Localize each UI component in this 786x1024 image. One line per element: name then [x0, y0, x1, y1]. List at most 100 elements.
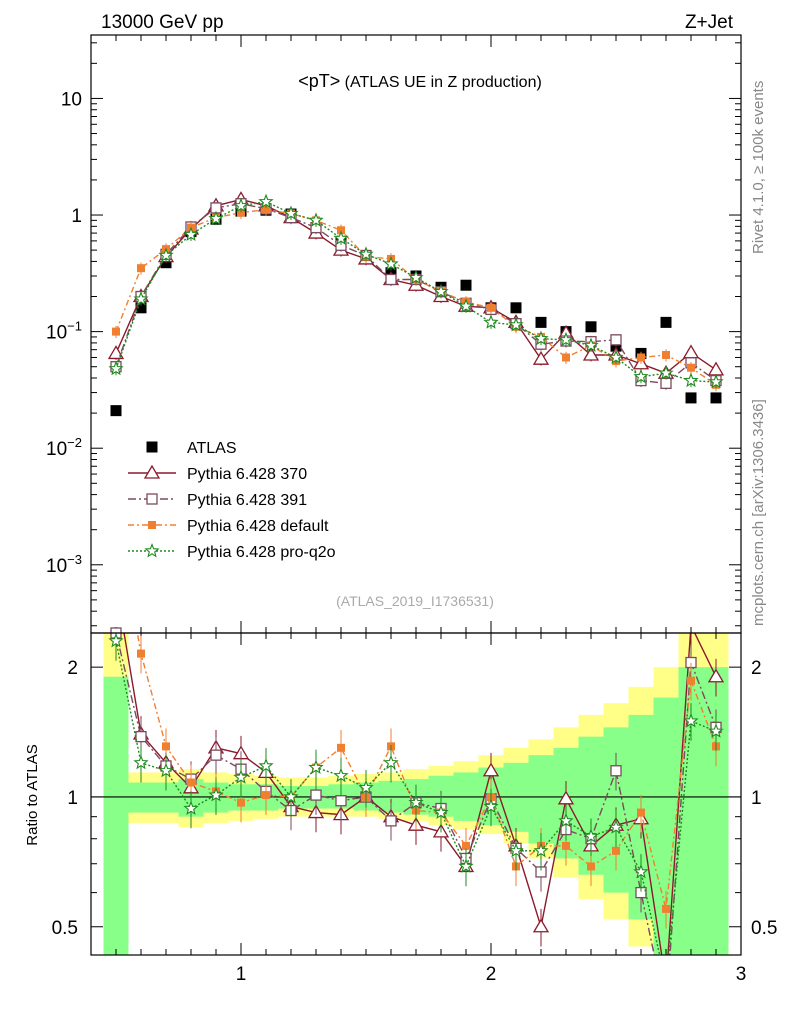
- pythia-6-428-pro-q2o-ratio-point: [583, 828, 599, 843]
- pythia-6-428-370-ratio-point: [482, 762, 500, 777]
- pythia-6-428-pro-q2o-ratio-point: [458, 858, 474, 873]
- atlas-point: [110, 405, 122, 417]
- pythia-6-428-pro-q2o-ratio-point: [333, 767, 349, 783]
- pythia-6-428-pro-q2o-ratio-point: [558, 812, 574, 828]
- pythia-6-428-391-ratio-point: [310, 789, 322, 801]
- legend-marker-pythia-6-428-391: [146, 493, 158, 505]
- pythia-6-428-pro-q2o-ratio-point: [208, 787, 224, 802]
- pythia-6-428-391-ratio-point: [135, 730, 147, 743]
- analysis-watermark: (ATLAS_2019_I1736531): [336, 593, 494, 609]
- pythia-6-428-default-point: [487, 303, 495, 312]
- pythia-6-428-default-point: [112, 327, 120, 336]
- plot-title-sub: (ATLAS UE in Z production): [340, 74, 542, 91]
- ratio-y-tick-label: 1: [67, 788, 78, 809]
- pythia-6-428-default-ratio-point: [237, 798, 245, 807]
- pythia-6-428-default-ratio-point: [562, 841, 570, 850]
- pythia-6-428-pro-q2o-point: [408, 269, 424, 285]
- pythia-6-428-default-point: [237, 208, 245, 217]
- legend-label-atlas: ATLAS: [187, 440, 237, 457]
- pythia-6-428-pro-q2o-point: [683, 372, 699, 388]
- pythia-6-428-pro-q2o-point: [383, 255, 399, 271]
- pythia-6-428-default-ratio-point: [262, 791, 270, 800]
- pythia-6-428-370-point: [532, 350, 550, 365]
- pythia-6-428-pro-q2o-ratio-point: [483, 798, 499, 813]
- pythia-6-428-pro-q2o-point: [483, 314, 499, 329]
- pythia-6-428-default-point: [337, 226, 345, 235]
- pythia-6-428-pro-q2o-point: [108, 360, 124, 376]
- pythia-6-428-391-ratio-point: [210, 749, 222, 761]
- pythia-6-428-pro-q2o-point: [308, 212, 324, 227]
- pythia-6-428-pro-q2o-ratio-point: [358, 779, 374, 795]
- pythia-6-428-pro-q2o-point: [633, 368, 649, 384]
- energy-label: 13000 GeV pp: [101, 12, 224, 33]
- pythia-6-428-pro-q2o-point: [158, 247, 174, 262]
- pythia-6-428-pro-q2o-ratio-point: [708, 723, 724, 738]
- atlas-point: [510, 302, 522, 314]
- main-y-tick-label: 10−1: [46, 319, 82, 344]
- pythia-6-428-370-point: [707, 361, 725, 376]
- pythia-6-428-pro-q2o-point: [708, 373, 724, 389]
- pythia-6-428-pro-q2o-point: [458, 298, 474, 313]
- pythia-6-428-370-point: [582, 346, 600, 361]
- pythia-6-428-pro-q2o-ratio-point: [308, 759, 324, 775]
- main-y-tick-label: 1: [71, 206, 82, 227]
- green-band-bin: [128, 782, 154, 813]
- process-label: Z+Jet: [685, 12, 734, 33]
- pythia-6-428-pro-q2o-point: [333, 230, 349, 245]
- pythia-6-428-pro-q2o-ratio-point: [183, 800, 199, 816]
- legend: ATLAS Pythia 6.428 370 Pythia 6.428 391 Pyt…: [128, 440, 336, 561]
- pythia-6-428-default-point: [562, 353, 570, 362]
- pythia-6-428-default-point: [137, 264, 145, 273]
- legend-label-pythia-6-428-370: Pythia 6.428 370: [187, 466, 307, 483]
- pythia-6-428-pro-q2o-point: [508, 316, 524, 332]
- atlas-point: [660, 316, 672, 328]
- pythia-6-428-pro-q2o-ratio-point: [383, 754, 399, 770]
- ratio-axis-label: Ratio to ATLAS: [24, 744, 41, 845]
- pythia-6-428-default-point: [637, 353, 645, 362]
- x-tick-label: 1: [236, 964, 247, 985]
- pythia-6-428-pro-q2o-point: [258, 193, 274, 209]
- pythia-6-428-default-ratio-point: [137, 649, 145, 658]
- pythia-6-428-pro-q2o-ratio-point: [158, 762, 174, 778]
- pythia-6-428-pro-q2o-curve: [115, 200, 717, 383]
- ratio-curves: [108, 627, 725, 955]
- atlas-point: [135, 302, 147, 314]
- plot-title: <pT> (ATLAS UE in Z production): [298, 71, 542, 91]
- pythia-6-428-pro-q2o-ratio-point: [258, 757, 274, 773]
- legend-marker-pythia-6-428-370: [143, 464, 161, 479]
- main-y-tick-label: 10−3: [46, 552, 82, 577]
- pythia-6-428-pro-q2o-ratio-point: [233, 769, 249, 784]
- ratio-frame: [90, 632, 742, 956]
- pythia-6-428-370-point: [682, 344, 700, 359]
- pythia-6-428-pro-q2o-ratio-point: [133, 754, 149, 770]
- legend-label-pythia-6-428-391: Pythia 6.428 391: [187, 492, 307, 509]
- main-y-tick-label: 10−2: [46, 435, 82, 460]
- pythia-6-428-default-ratio-point: [612, 846, 620, 855]
- pythia-6-428-default-ratio-point: [687, 676, 695, 685]
- ratio-y-tick-label-right: 1: [751, 788, 762, 809]
- pythia-6-428-pro-q2o-ratio-point: [508, 842, 524, 858]
- axes-ticks: 1 2 3 10 1 10−1 10−2 10−3 2 2 1 1 0.5 0.5: [46, 35, 777, 985]
- ratio-y-tick-label: 2: [67, 658, 78, 679]
- main-y-tick-label: 10: [61, 89, 82, 110]
- ratio-y-tick-label-right: 0.5: [751, 918, 777, 939]
- x-tick-label: 3: [736, 964, 747, 985]
- pythia-6-428-pro-q2o-point: [183, 226, 199, 241]
- legend-label-pythia-6-428-pro-q2o: Pythia 6.428 pro-q2o: [187, 544, 336, 561]
- pythia-6-428-default-ratio-point: [187, 778, 195, 787]
- legend-marker-atlas: [146, 441, 158, 453]
- x-tick-label: 2: [486, 964, 497, 985]
- pythia-6-428-pro-q2o-point: [433, 283, 449, 299]
- pythia-6-428-pro-q2o-point: [608, 349, 624, 364]
- pythia-6-428-default-point: [262, 205, 270, 214]
- pythia-6-428-391-point: [660, 377, 672, 389]
- pythia-6-428-391-curve: [115, 202, 717, 385]
- pythia-6-428-pro-q2o-point: [658, 365, 674, 380]
- ratio-y-tick-label-right: 2: [751, 658, 762, 679]
- atlas-point: [535, 316, 547, 328]
- plot-title-main: <pT>: [298, 71, 340, 91]
- pythia-6-428-pro-q2o-point: [358, 246, 374, 261]
- legend-marker-pythia-6-428-pro-q2o: [144, 542, 160, 558]
- pythia-6-428-391-ratio-point: [385, 815, 397, 827]
- pythia-6-428-pro-q2o-ratio-point: [283, 788, 299, 804]
